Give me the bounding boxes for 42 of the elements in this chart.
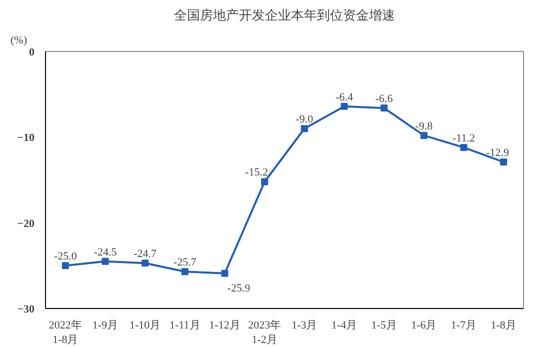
x-tick-label: 1-5月 [371, 320, 397, 332]
y-tick-label: −20 [17, 218, 35, 230]
x-tick-label: 1-9月 [92, 320, 118, 332]
point [221, 270, 228, 277]
chart-title: 全国房地产开发企业本年到位资金增速 [174, 8, 395, 22]
x-tick-label: 2022年 1-8月 [48, 320, 82, 346]
data-label: -9.0 [296, 114, 314, 126]
x-tick-label: 1-11月 [170, 320, 200, 332]
point [500, 158, 508, 166]
y-tick-label: −30 [17, 304, 35, 316]
x-tick-label: 1-7月 [450, 320, 477, 332]
point [261, 178, 268, 186]
data-label: -25.7 [173, 256, 197, 269]
y-tick-label: −10 [17, 132, 35, 144]
point [340, 102, 348, 110]
data-label: -25.9 [227, 282, 251, 294]
point [181, 268, 188, 276]
data-label: -6.6 [375, 93, 394, 106]
point [102, 258, 109, 265]
x-tick-label: 1-3月 [292, 320, 318, 332]
data-label: -15.2 [245, 166, 268, 179]
data-label: -25.0 [54, 250, 78, 263]
x-tick-label: 1-4月 [331, 320, 358, 332]
point [62, 262, 69, 270]
x-tick-label: 2023年 1-2月 [248, 320, 282, 346]
data-label: -9.8 [415, 120, 434, 132]
data-label: -24.7 [134, 248, 158, 260]
point [380, 104, 388, 112]
point [300, 125, 308, 132]
data-label: -11.2 [452, 132, 476, 144]
y-axis-title: (%) [10, 34, 28, 46]
x-tick-label: 1-12月 [209, 320, 240, 332]
point [142, 260, 149, 267]
point [460, 144, 468, 151]
x-tick-label: 1-6月 [411, 320, 437, 332]
data-label: -24.5 [94, 246, 118, 258]
x-tick-label: 1-10月 [130, 320, 161, 332]
data-label: -12.9 [486, 147, 510, 160]
point [420, 132, 428, 139]
y-tick-label: 0 [29, 46, 35, 58]
x-tick-label: 1-8月 [490, 320, 516, 332]
data-label: -6.4 [336, 91, 354, 104]
